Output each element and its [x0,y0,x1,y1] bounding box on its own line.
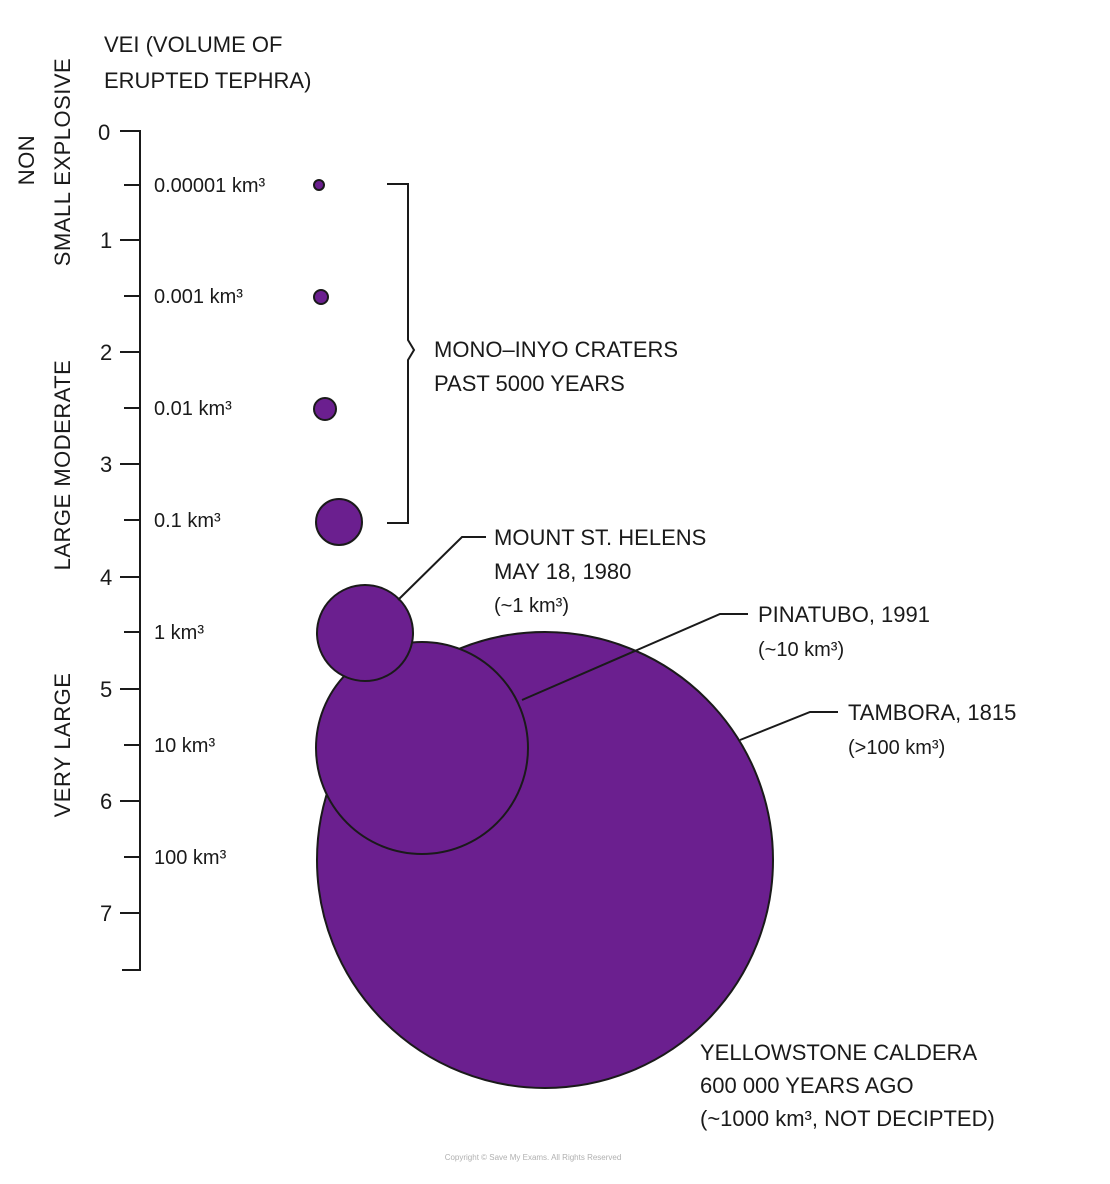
bubble-0-001-km3 [313,289,329,305]
mount-st-helens-line-1: MOUNT ST. HELENS [494,525,706,550]
category-small-explosive: SMALL EXPLOSIVE [50,58,75,266]
yellowstone-line-2: 600 000 YEARS AGO [700,1073,914,1098]
volume-label-2: 0.01 km³ [154,398,232,420]
axis-title-line-2: ERUPTED TEPHRA) [104,68,311,93]
vei-tick-4: 4 [100,565,112,590]
volume-label-1: 0.001 km³ [154,286,243,308]
volume-label-0: 0.00001 km³ [154,175,266,197]
bubble-0-00001-km3 [313,179,325,191]
vei-tick-2: 2 [100,340,112,365]
vei-tick-0: 0 [98,120,110,145]
bubble-0-1-km3 [315,498,363,546]
bubble-0-01-km3 [313,397,337,421]
vei-tick-3: 3 [100,452,112,477]
volume-ticks [124,184,140,858]
vei-tick-7: 7 [100,901,112,926]
yellowstone-line-3: (~1000 km³, NOT DECIPTED) [700,1106,995,1131]
mount-st-helens-line-3: (~1 km³) [494,595,569,617]
vei-tick-5: 5 [100,677,112,702]
vei-ticks [120,239,140,914]
volume-label-6: 100 km³ [154,847,227,869]
leader-mount-st-helens [397,536,486,601]
mono-inyo-label-line-2: PAST 5000 YEARS [434,371,625,396]
pinatubo-line-1: PINATUBO, 1991 [758,602,930,627]
leader-tambora [739,711,838,741]
pinatubo-line-2: (~10 km³) [758,639,844,661]
bubble-pinatubo [315,641,529,855]
category-very-large: VERY LARGE [50,673,75,818]
yellowstone-line-1: YELLOWSTONE CALDERA [700,1040,977,1065]
tambora-line-2: (>100 km³) [848,737,945,759]
vei-tick-6: 6 [100,789,112,814]
mount-st-helens-line-2: MAY 18, 1980 [494,559,631,584]
axis-title-line-1: VEI (VOLUME OF [104,32,282,57]
volume-label-4: 1 km³ [154,622,204,644]
vei-tick-1: 1 [100,228,112,253]
volume-label-5: 10 km³ [154,735,215,757]
bubble-mount-st-helens [316,584,414,682]
mono-inyo-bracket [387,183,416,524]
category-large-moderate: LARGE MODERATE [50,360,75,571]
copyright-text: Copyright © Save My Exams. All Rights Re… [445,1153,622,1162]
tambora-line-1: TAMBORA, 1815 [848,700,1016,725]
leader-pinatubo [521,613,748,701]
vei-axis-line [120,130,141,971]
mono-inyo-label-line-1: MONO–INYO CRATERS [434,337,678,362]
volume-label-3: 0.1 km³ [154,510,221,532]
category-non: NON [14,135,39,185]
